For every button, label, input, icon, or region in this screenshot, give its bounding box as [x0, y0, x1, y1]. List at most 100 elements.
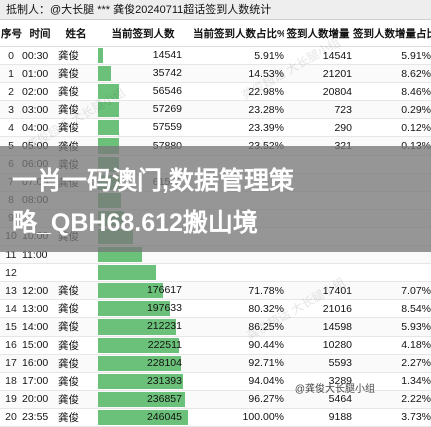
increment-percent-cell [352, 263, 431, 283]
table-row[interactable]: 3 03:00 龚俊 57269 23.28% 723 0.29% [0, 100, 431, 120]
row-index: 14 [0, 299, 22, 319]
time-cell: 13:00 [22, 299, 58, 319]
count-bar [98, 319, 176, 335]
name-cell: 龚俊 [58, 354, 94, 373]
name-cell: 龚俊 [58, 299, 94, 319]
count-bar [98, 120, 120, 136]
time-cell: 04:00 [22, 118, 58, 138]
column-header[interactable]: 时间 [22, 20, 58, 47]
table-row[interactable]: 14 13:00 龚俊 197633 80.32% 21016 8.54% [0, 299, 431, 319]
count-percent-cell [192, 263, 284, 283]
banner-headline-line-2: 略_QBH68.612搬山境 [12, 209, 258, 237]
increment-cell: 5593 [284, 354, 352, 373]
count-bar-cell [94, 263, 192, 283]
count-bar [98, 283, 163, 299]
increment-cell: 20804 [284, 82, 352, 102]
count-bar [98, 66, 112, 82]
time-cell: 23:55 [22, 408, 58, 427]
increment-percent-cell: 5.91% [352, 46, 431, 66]
row-index: 13 [0, 281, 22, 301]
count-bar-cell: 246045 [94, 408, 192, 427]
increment-percent-cell: 5.93% [352, 317, 431, 337]
count-bar [98, 48, 104, 64]
increment-percent-cell: 0.12% [352, 118, 431, 138]
table-row[interactable]: 13 12:00 龚俊 176617 71.78% 17401 7.07% [0, 281, 431, 301]
increment-cell: 3289 [284, 372, 352, 391]
time-cell: 00:30 [22, 46, 58, 66]
column-header[interactable]: 当前签到人数占比% [192, 20, 284, 47]
count-bar-cell: 35742 [94, 64, 192, 84]
count-bar [98, 337, 180, 353]
table-row[interactable]: 16 15:00 龚俊 222511 90.44% 10280 4.18% [0, 336, 431, 355]
count-percent-cell: 71.78% [192, 281, 284, 301]
table-row[interactable]: 12 [0, 263, 431, 283]
count-percent-cell: 23.28% [192, 100, 284, 120]
row-index: 15 [0, 317, 22, 337]
table-row[interactable]: 2 02:00 龚俊 56546 22.98% 20804 8.46% [0, 82, 431, 102]
column-header[interactable]: 姓名 [58, 20, 94, 47]
name-cell: 龚俊 [58, 372, 94, 391]
name-cell: 龚俊 [58, 336, 94, 355]
table-row[interactable]: 15 14:00 龚俊 212231 86.25% 14598 5.93% [0, 317, 431, 337]
count-bar [98, 102, 119, 118]
row-index: 18 [0, 372, 22, 391]
column-header[interactable]: 签到人数增量 [284, 20, 352, 47]
increment-percent-cell: 4.18% [352, 336, 431, 355]
increment-cell: 14541 [284, 46, 352, 66]
increment-cell: 10280 [284, 336, 352, 355]
table-header-row: 序号 时间 姓名 当前签到人数 当前签到人数占比% 签到人数增量 签到人数增量占… [0, 20, 431, 47]
count-bar-cell: 57269 [94, 100, 192, 120]
count-value: 236857 [146, 392, 182, 405]
row-index: 16 [0, 336, 22, 355]
count-bar-cell: 57559 [94, 118, 192, 138]
count-bar [98, 373, 183, 389]
time-cell: 12:00 [22, 281, 58, 301]
overlay-banner [0, 146, 431, 252]
table-row[interactable]: 1 01:00 龚俊 35742 14.53% 21201 8.62% [0, 64, 431, 84]
increment-percent-cell: 3.73% [352, 408, 431, 427]
table-row[interactable]: 4 04:00 龚俊 57559 23.39% 290 0.12% [0, 118, 431, 138]
count-value: 222511 [147, 338, 182, 351]
count-percent-cell: 100.00% [192, 408, 284, 427]
increment-percent-cell: 0.29% [352, 100, 431, 120]
row-index: 1 [0, 64, 22, 84]
row-index: 20 [0, 408, 22, 427]
count-value: 231393 [146, 374, 182, 387]
count-value: 35742 [152, 67, 182, 80]
count-value: 246045 [146, 410, 182, 423]
banner-headline-line-1: 一肖一码澳门,数据管理策 [12, 167, 294, 195]
name-cell: 龚俊 [58, 46, 94, 66]
increment-percent-cell: 8.62% [352, 64, 431, 84]
table-row[interactable]: 18 17:00 龚俊 231393 94.04% 3289 1.34% [0, 372, 431, 391]
window-title: 抵制人：@大长腿 *** 龚俊20240711超话签到人数统计 [0, 0, 431, 20]
increment-cell: 9188 [284, 408, 352, 427]
increment-cell: 14598 [284, 317, 352, 337]
count-percent-cell: 86.25% [192, 317, 284, 337]
count-percent-cell: 14.53% [192, 64, 284, 84]
count-percent-cell: 23.39% [192, 118, 284, 138]
increment-percent-cell: 2.27% [352, 354, 431, 373]
name-cell: 龚俊 [58, 82, 94, 102]
name-cell: 龚俊 [58, 64, 94, 84]
row-index: 12 [0, 263, 22, 283]
count-bar [98, 355, 182, 371]
column-header[interactable]: 签到人数增量占比% [352, 20, 431, 47]
count-percent-cell: 94.04% [192, 372, 284, 391]
column-header[interactable]: 序号 [0, 20, 22, 47]
row-index: 17 [0, 354, 22, 373]
count-percent-cell: 5.91% [192, 46, 284, 66]
count-bar-cell: 236857 [94, 390, 192, 409]
row-index: 0 [0, 46, 22, 66]
count-value: 57269 [152, 103, 182, 116]
table-row[interactable]: 20 23:55 龚俊 246045 100.00% 9188 3.73% [0, 408, 431, 427]
table-row[interactable]: 17 16:00 龚俊 228104 92.71% 5593 2.27% [0, 354, 431, 373]
time-cell: 16:00 [22, 354, 58, 373]
name-cell: 龚俊 [58, 100, 94, 120]
column-header[interactable]: 当前签到人数 [94, 20, 192, 47]
count-value: 228104 [146, 356, 182, 369]
count-percent-cell: 22.98% [192, 82, 284, 102]
count-bar-cell: 56546 [94, 82, 192, 102]
table-row[interactable]: 0 00:30 龚俊 14541 5.91% 14541 5.91% [0, 46, 431, 66]
count-bar-cell: 14541 [94, 46, 192, 66]
time-cell: 17:00 [22, 372, 58, 391]
